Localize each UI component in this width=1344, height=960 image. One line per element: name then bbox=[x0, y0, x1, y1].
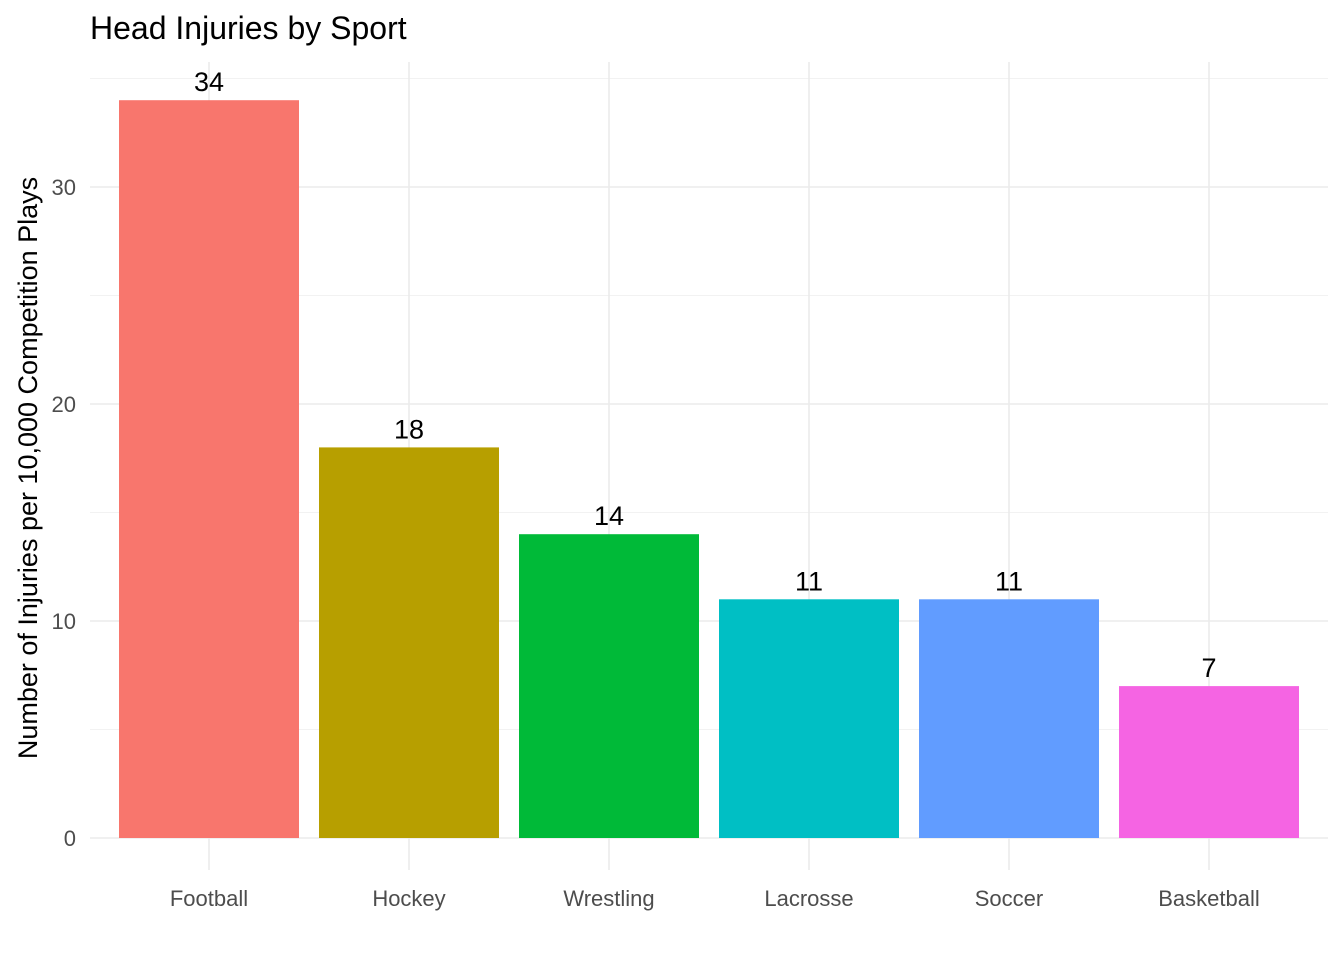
data-label: 34 bbox=[194, 67, 224, 97]
data-label: 7 bbox=[1201, 653, 1216, 683]
x-tick-label: Football bbox=[170, 886, 248, 911]
y-tick-label: 10 bbox=[52, 609, 76, 634]
data-label: 11 bbox=[995, 566, 1023, 596]
chart-title: Head Injuries by Sport bbox=[90, 10, 407, 46]
x-tick-label: Soccer bbox=[975, 886, 1043, 911]
data-labels: 34 18 14 11 11 7 bbox=[194, 67, 1217, 683]
x-tick-label: Basketball bbox=[1158, 886, 1260, 911]
bar-wrestling bbox=[519, 534, 699, 838]
y-axis-ticks: 0 10 20 30 bbox=[52, 175, 76, 851]
bar-hockey bbox=[319, 447, 499, 838]
bars bbox=[119, 100, 1299, 838]
y-axis-title: Number of Injuries per 10,000 Competitio… bbox=[13, 177, 43, 759]
bar-lacrosse bbox=[719, 599, 899, 838]
x-tick-label: Hockey bbox=[372, 886, 445, 911]
x-axis-ticks: Football Hockey Wrestling Lacrosse Soccer Bas… bbox=[170, 886, 1260, 911]
data-label: 18 bbox=[394, 414, 424, 444]
x-tick-label: Wrestling bbox=[563, 886, 654, 911]
bar-football bbox=[119, 100, 299, 838]
y-tick-label: 0 bbox=[64, 826, 76, 851]
x-tick-label: Lacrosse bbox=[764, 886, 853, 911]
data-label: 14 bbox=[594, 501, 624, 531]
bar-soccer bbox=[919, 599, 1099, 838]
y-tick-label: 20 bbox=[52, 392, 76, 417]
y-tick-label: 30 bbox=[52, 175, 76, 200]
data-label: 11 bbox=[795, 566, 823, 596]
bar-basketball bbox=[1119, 686, 1299, 838]
